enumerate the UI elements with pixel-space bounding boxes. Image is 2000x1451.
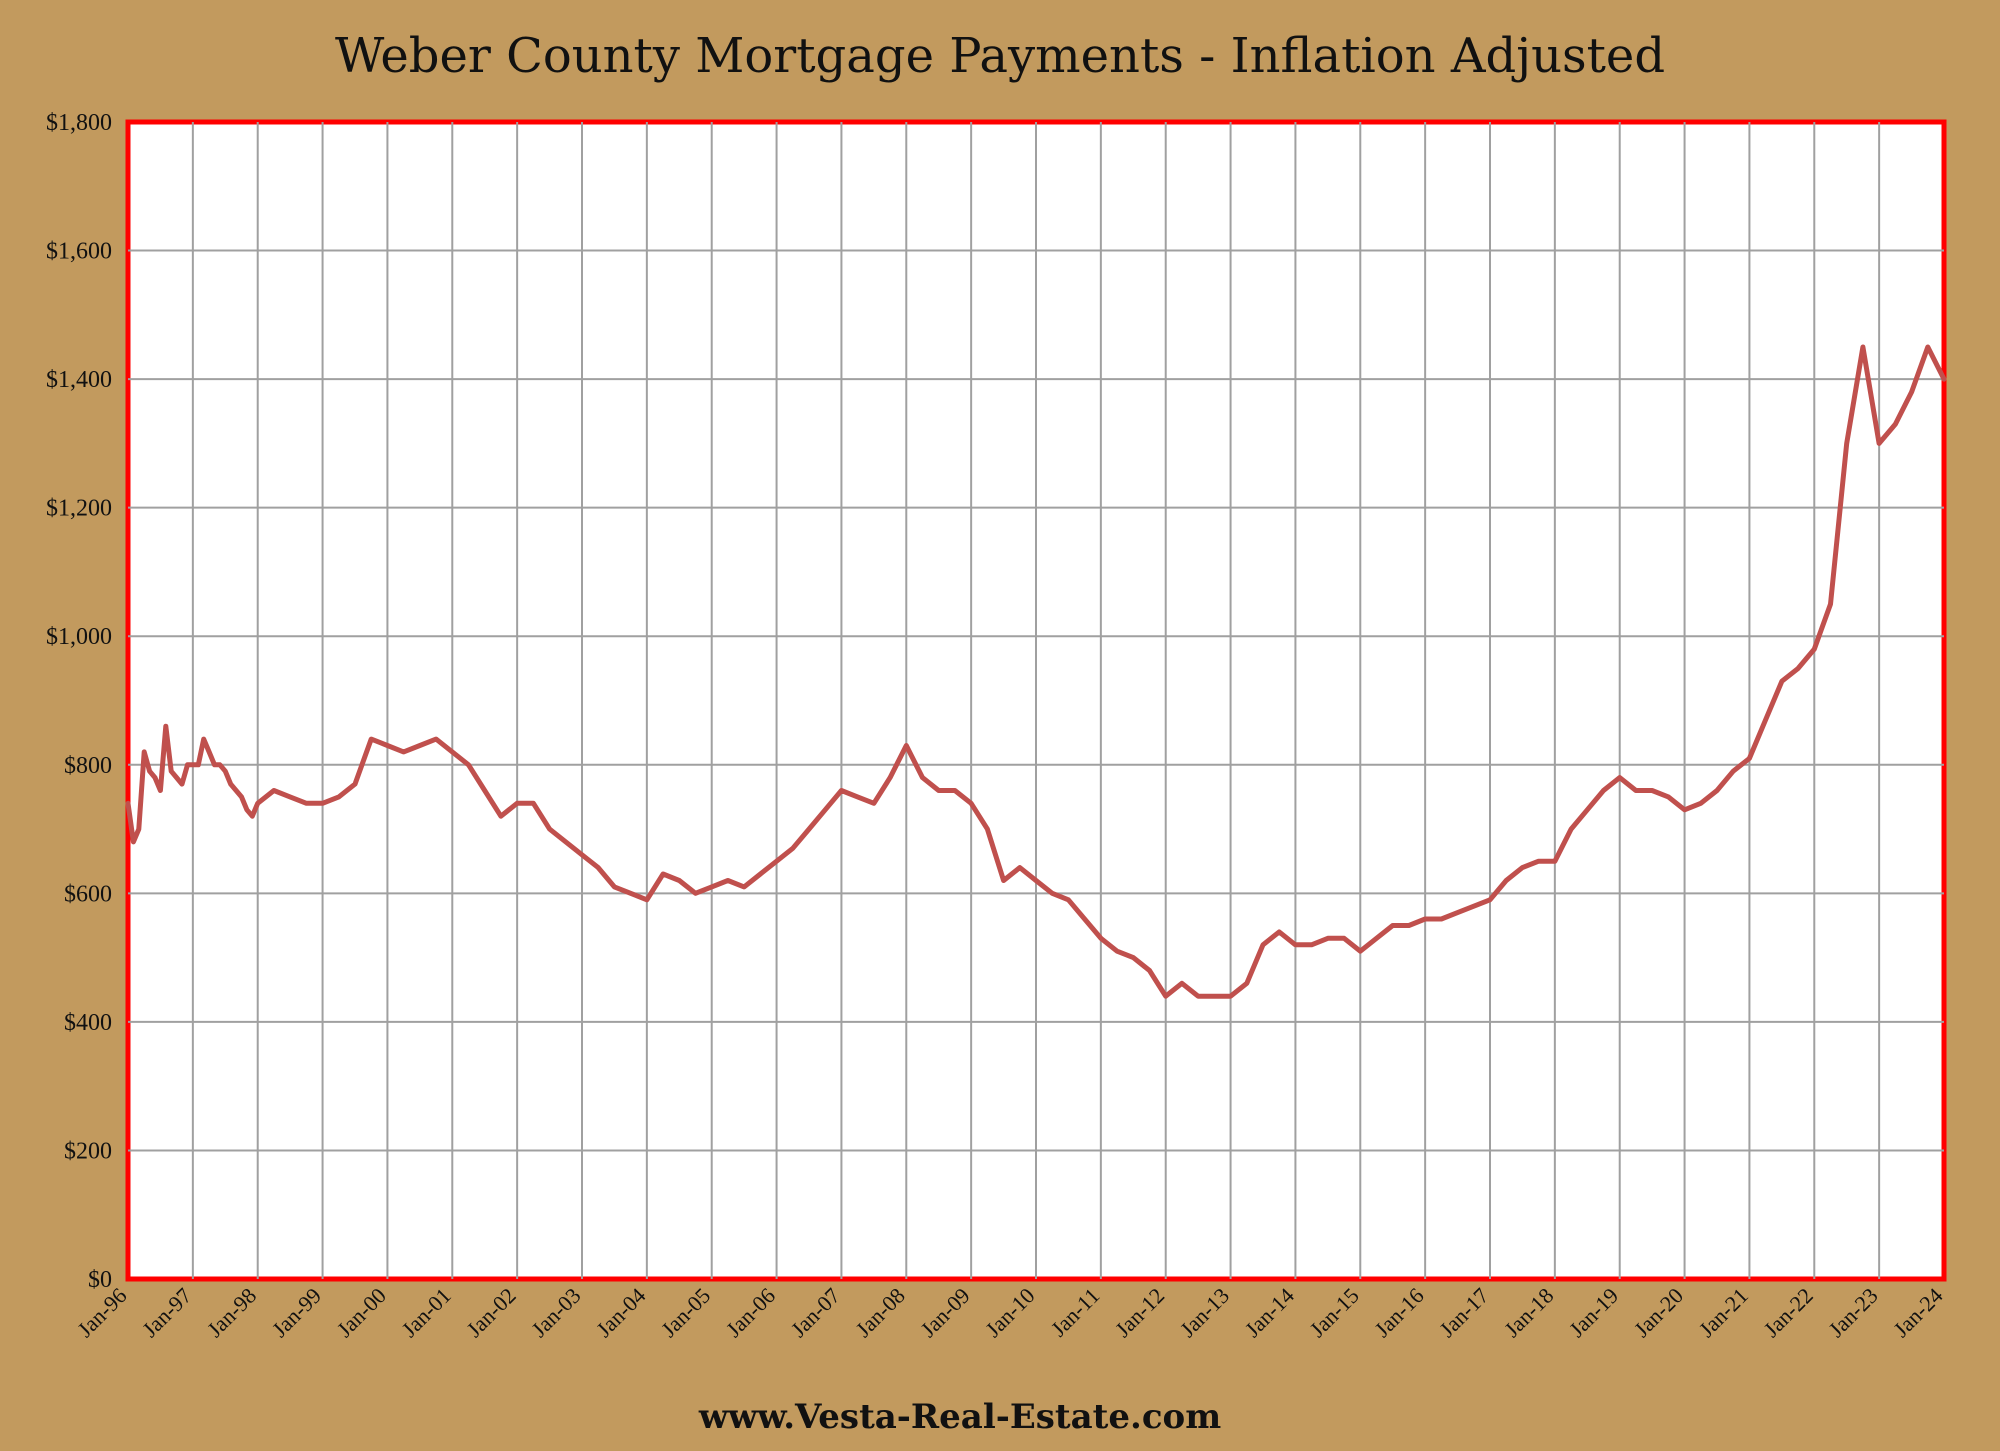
x-tick-label: Jan-01 [397, 1283, 456, 1342]
x-tick-label: Jan-13 [1175, 1283, 1234, 1342]
y-tick-label: $800 [64, 753, 112, 779]
x-tick-label: Jan-22 [1759, 1283, 1818, 1342]
x-tick-label: Jan-24 [1888, 1283, 1947, 1342]
x-tick-label: Jan-18 [1499, 1283, 1558, 1342]
x-tick-label: Jan-10 [980, 1283, 1039, 1342]
y-tick-label: $400 [64, 1010, 112, 1036]
x-tick-label: Jan-08 [851, 1283, 910, 1342]
y-axis: $0 $200 $400 $600 $800 $1,000 $1,200 $1,400 $1,6… [46, 110, 112, 1293]
x-tick-label: Jan-04 [591, 1283, 650, 1342]
x-tick-label: Jan-12 [1110, 1283, 1169, 1342]
chart-title: Weber County Mortgage Payments - Inflati… [335, 28, 1665, 84]
x-tick-label: Jan-05 [656, 1283, 715, 1342]
series-line [125, 344, 1947, 999]
series-layer [125, 344, 1947, 999]
x-tick-label: Jan-09 [916, 1283, 975, 1342]
y-tick-label: $1,200 [46, 496, 112, 522]
x-tick-label: Jan-00 [332, 1283, 391, 1342]
y-tick-label: $1,400 [46, 367, 112, 393]
y-tick-label: $0 [88, 1267, 112, 1293]
x-tick-label: Jan-21 [1694, 1283, 1753, 1342]
y-tick-label: $1,600 [46, 239, 112, 265]
x-tick-label: Jan-99 [267, 1283, 326, 1342]
x-tick-label: Jan-97 [137, 1283, 196, 1342]
x-tick-label: Jan-16 [1370, 1283, 1429, 1342]
x-tick-label: Jan-11 [1046, 1283, 1105, 1342]
x-tick-label: Jan-15 [1305, 1283, 1364, 1342]
grid [128, 122, 1944, 1279]
x-tick-label: Jan-14 [1240, 1283, 1299, 1342]
y-tick-label: $1,800 [46, 110, 112, 136]
x-axis: Jan-96 Jan-97 Jan-98 Jan-99 Jan-00 Jan-01 Jan-… [72, 1283, 1947, 1342]
x-tick-label: Jan-20 [1629, 1283, 1688, 1342]
x-tick-label: Jan-98 [202, 1283, 261, 1342]
y-tick-label: $600 [64, 881, 112, 907]
x-tick-label: Jan-07 [786, 1283, 845, 1342]
x-tick-label: Jan-23 [1824, 1283, 1883, 1342]
x-tick-label: Jan-17 [1434, 1283, 1493, 1342]
y-tick-label: $200 [64, 1138, 112, 1164]
x-tick-label: Jan-06 [721, 1283, 780, 1342]
footer-url: www.Vesta-Real-Estate.com [698, 1397, 1221, 1437]
x-tick-label: Jan-03 [526, 1283, 585, 1342]
y-tick-label: $1,000 [46, 624, 112, 650]
x-tick-label: Jan-19 [1564, 1283, 1623, 1342]
x-tick-label: Jan-02 [462, 1283, 521, 1342]
